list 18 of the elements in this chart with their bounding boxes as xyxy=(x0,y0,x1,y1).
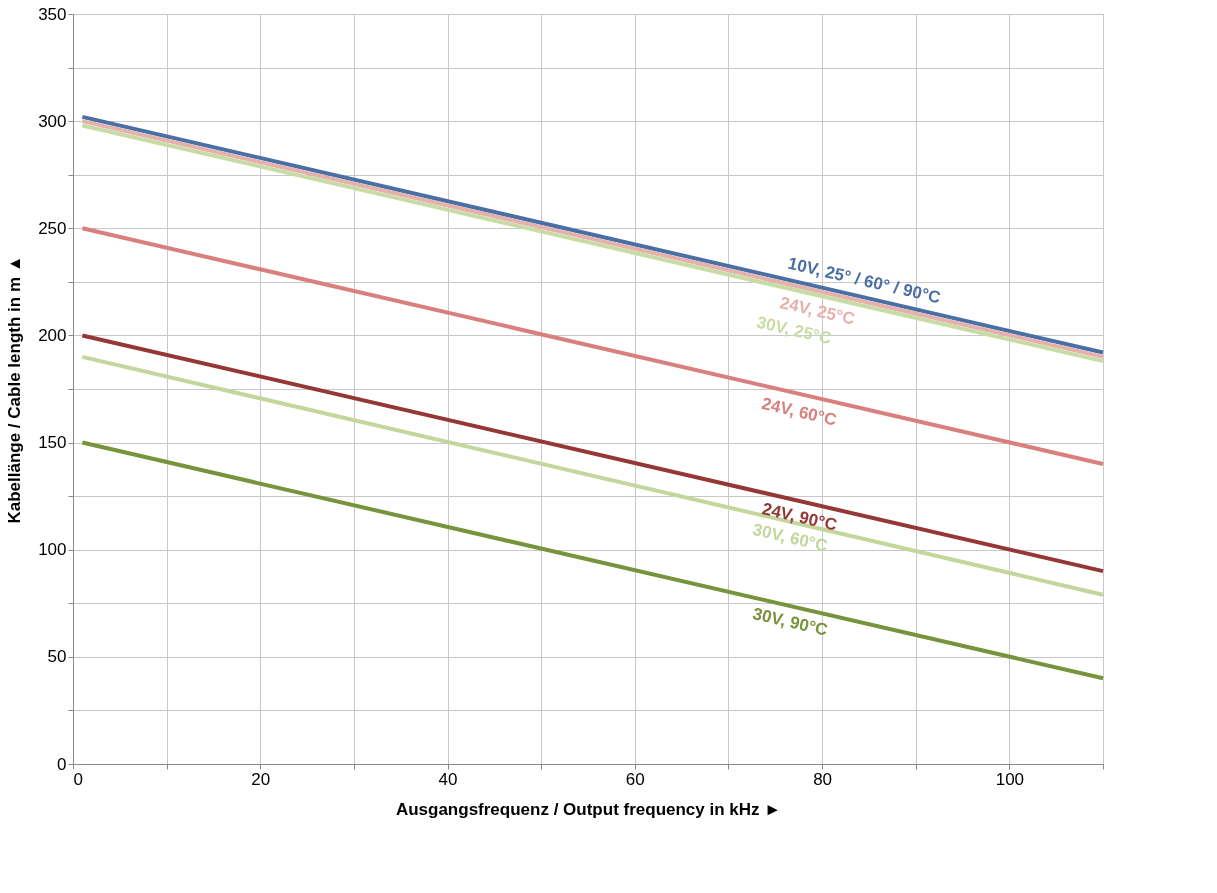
x-axis-title: Ausgangsfrequenz / Output frequency in kHz ► xyxy=(395,799,782,819)
y-axis-title: Kabellänge / Cable length in m ▲ xyxy=(5,255,25,524)
y-tick-label: 250 xyxy=(38,218,67,238)
y-tick-label: 0 xyxy=(57,754,67,774)
text: 24V, 60°C xyxy=(759,393,839,430)
y-tick-label: 300 xyxy=(38,111,67,131)
y-tick-label: 150 xyxy=(38,433,67,453)
y-tick-label: 100 xyxy=(38,540,67,560)
y-tick-label: 200 xyxy=(38,325,67,345)
x-tick-label: 100 xyxy=(995,769,1025,789)
x-tick-label: 0 xyxy=(73,769,83,789)
text: 30V, 90°C xyxy=(750,604,830,640)
y-tick-label: 50 xyxy=(47,647,67,667)
y-tick-label: 350 xyxy=(38,4,67,24)
x-tick-label: 40 xyxy=(438,769,458,789)
x-tick-label: 80 xyxy=(813,769,833,789)
x-tick-label: 20 xyxy=(251,769,271,789)
x-tick-label: 60 xyxy=(625,769,645,789)
